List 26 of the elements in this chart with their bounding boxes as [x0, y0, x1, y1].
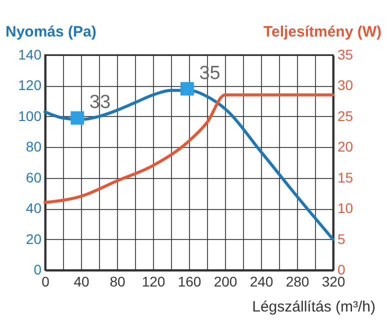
x-tick-label: 80: [110, 274, 126, 290]
x-tick-label: 280: [286, 274, 310, 290]
x-tick-label: 40: [74, 274, 90, 290]
y-axis-title: Nyomás (Pa): [6, 24, 96, 40]
x-axis-title: Légszállítás (m³/h): [252, 298, 376, 316]
y-tick-label: 0: [34, 262, 42, 278]
y-tick-label: 60: [26, 169, 42, 186]
x-tick-label: 160: [178, 274, 202, 290]
y-tick-label: 140: [18, 46, 42, 62]
y2-tick-label: 35: [338, 46, 354, 62]
y-tick-label: 40: [26, 200, 42, 216]
y2-tick-label: 15: [338, 169, 354, 186]
y-tick-label: 20: [26, 230, 42, 247]
y2-tick-label: 10: [338, 200, 354, 216]
x-tick-label: 120: [142, 274, 166, 290]
y-tick-label: 100: [18, 108, 42, 124]
y2-tick-label: 30: [338, 77, 354, 94]
x-tick-label: 240: [250, 274, 274, 290]
y-tick-label: 80: [26, 138, 42, 155]
line-series: [44, 93, 334, 204]
y2-tick-label: 25: [338, 108, 354, 124]
x-tick-label: 200: [214, 274, 238, 290]
y2-tick-label: 5: [338, 230, 346, 247]
y2-tick-label: 20: [338, 138, 354, 155]
y-tick-label: 120: [18, 77, 42, 94]
y2-axis-title: Teljesítmény (W): [263, 24, 382, 40]
